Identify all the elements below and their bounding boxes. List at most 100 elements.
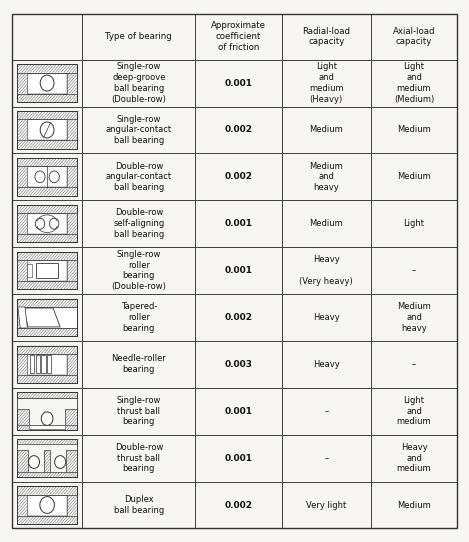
Bar <box>195 247 282 294</box>
Bar <box>17 64 77 102</box>
Bar <box>17 119 27 140</box>
Bar <box>27 260 68 281</box>
Bar <box>27 494 68 515</box>
Bar <box>66 450 77 477</box>
Bar <box>17 188 77 196</box>
Bar <box>17 281 77 289</box>
Bar <box>12 60 83 106</box>
Bar <box>195 341 282 388</box>
Bar <box>17 328 77 336</box>
Bar <box>371 341 457 388</box>
Bar <box>195 201 282 247</box>
Bar <box>282 60 371 106</box>
Text: Heavy

(Very heavy): Heavy (Very heavy) <box>299 255 353 286</box>
Bar <box>83 435 195 481</box>
Bar <box>83 481 195 528</box>
Bar <box>12 481 83 528</box>
Bar <box>12 341 83 388</box>
Bar <box>41 356 45 373</box>
Bar <box>12 294 83 341</box>
Bar <box>27 73 68 94</box>
Text: Double-row
thrust ball
bearing: Double-row thrust ball bearing <box>114 443 163 473</box>
Bar <box>282 14 371 60</box>
Text: Radial-load
capacity: Radial-load capacity <box>302 27 350 47</box>
Bar <box>371 106 457 153</box>
Bar <box>371 153 457 200</box>
Bar <box>68 494 77 515</box>
Bar <box>29 425 65 429</box>
Bar <box>68 73 77 94</box>
Bar <box>17 354 27 375</box>
Bar <box>282 247 371 294</box>
Text: Very light: Very light <box>306 500 346 509</box>
Circle shape <box>29 456 39 468</box>
Bar <box>371 481 457 528</box>
Text: Axial-load
capacity: Axial-load capacity <box>393 27 435 47</box>
Bar <box>282 294 371 341</box>
Bar <box>17 260 27 281</box>
Bar <box>27 264 31 277</box>
Bar <box>68 354 77 375</box>
Text: Type of bearing: Type of bearing <box>106 32 172 41</box>
Bar <box>371 294 457 341</box>
Text: 0.001: 0.001 <box>225 219 252 228</box>
Bar <box>83 388 195 435</box>
Bar <box>83 14 195 60</box>
Bar <box>44 450 50 477</box>
Text: 0.001: 0.001 <box>225 454 252 463</box>
Bar <box>17 440 77 444</box>
Bar <box>17 252 77 289</box>
Bar <box>36 356 40 373</box>
Bar <box>30 356 34 373</box>
Bar <box>68 260 77 281</box>
Circle shape <box>35 171 45 183</box>
Bar <box>83 106 195 153</box>
Text: Single-row
angular-contact
ball bearing: Single-row angular-contact ball bearing <box>106 115 172 145</box>
Bar <box>83 60 195 106</box>
Text: Tapered-
roller
bearing: Tapered- roller bearing <box>121 302 157 333</box>
Bar <box>83 153 195 200</box>
Text: Single-row
thrust ball
bearing: Single-row thrust ball bearing <box>117 396 161 427</box>
Bar <box>27 354 68 375</box>
Bar <box>27 166 68 188</box>
Bar <box>371 201 457 247</box>
Text: Medium: Medium <box>310 125 343 134</box>
Text: Medium: Medium <box>397 172 431 182</box>
Text: Double-row
angular-contact
ball bearing: Double-row angular-contact ball bearing <box>106 162 172 192</box>
Bar <box>17 450 28 477</box>
Bar <box>83 201 195 247</box>
Bar <box>17 205 77 242</box>
Text: Light
and
medium
(Medium): Light and medium (Medium) <box>394 62 434 104</box>
Text: Heavy: Heavy <box>313 313 340 322</box>
Circle shape <box>40 496 54 513</box>
Text: Approximate
coefficient
of friction: Approximate coefficient of friction <box>211 21 266 52</box>
Bar <box>17 425 77 430</box>
Bar <box>282 201 371 247</box>
Bar <box>12 247 83 294</box>
Polygon shape <box>18 307 27 328</box>
Bar <box>17 111 77 149</box>
Bar <box>17 346 77 383</box>
Bar <box>17 140 77 149</box>
Bar <box>17 205 77 213</box>
Circle shape <box>49 218 59 229</box>
Text: Heavy: Heavy <box>313 360 340 369</box>
Bar <box>371 247 457 294</box>
Text: Medium: Medium <box>310 219 343 228</box>
Bar <box>371 60 457 106</box>
Bar <box>17 213 27 234</box>
Bar <box>17 234 77 242</box>
Bar <box>195 481 282 528</box>
Circle shape <box>40 122 54 138</box>
Text: 0.003: 0.003 <box>225 360 252 369</box>
Text: 0.002: 0.002 <box>225 125 252 134</box>
Bar <box>17 252 77 260</box>
Text: –: – <box>324 454 328 463</box>
Bar <box>282 153 371 200</box>
Bar <box>17 392 77 430</box>
Bar <box>68 166 77 188</box>
Bar <box>17 94 77 102</box>
Bar <box>17 64 77 73</box>
Text: –: – <box>412 266 416 275</box>
Bar <box>36 263 58 278</box>
